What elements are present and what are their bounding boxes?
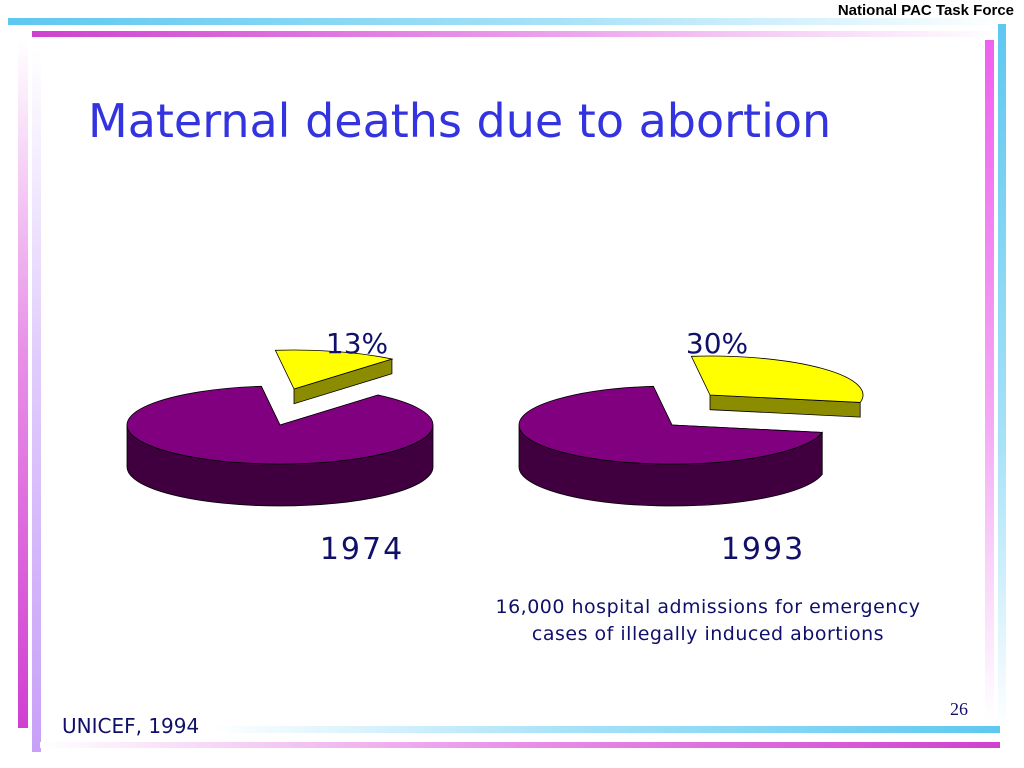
decorative-bar-bottom-cyan (210, 726, 1000, 733)
year-label-1974: 1974 (320, 532, 404, 567)
decorative-bar-top-cyan (8, 18, 1008, 25)
pie-slice-highlight-1974 (274, 349, 394, 405)
admissions-note: 16,000 hospital admissions for emergency… (495, 596, 921, 645)
decorative-bar-top-pink (32, 31, 1000, 37)
pie-slice-highlight-1993 (690, 355, 864, 418)
source-citation: UNICEF, 1994 (62, 714, 200, 738)
pie-slice-other-1993 (518, 385, 823, 507)
decorative-bar-left-lilac (32, 48, 41, 752)
decorative-bar-left-pink (18, 40, 28, 728)
year-label-1993: 1993 (721, 532, 805, 567)
page-number: 26 (950, 699, 968, 719)
value-label-1974: 13% (326, 327, 388, 360)
value-label-1993: 30% (686, 327, 748, 360)
decorative-bar-bottom-pink (40, 742, 1000, 748)
pie-slice-other-1974 (126, 385, 434, 507)
decorative-bar-right-cyan (998, 24, 1006, 730)
pie-chart-1974 (126, 349, 434, 507)
slide-title: Maternal deaths due to abortion (88, 94, 832, 148)
decorative-bar-right-pink (985, 40, 994, 720)
header-organization: National PAC Task Force (837, 2, 1014, 19)
pie-chart-1993 (518, 355, 864, 507)
